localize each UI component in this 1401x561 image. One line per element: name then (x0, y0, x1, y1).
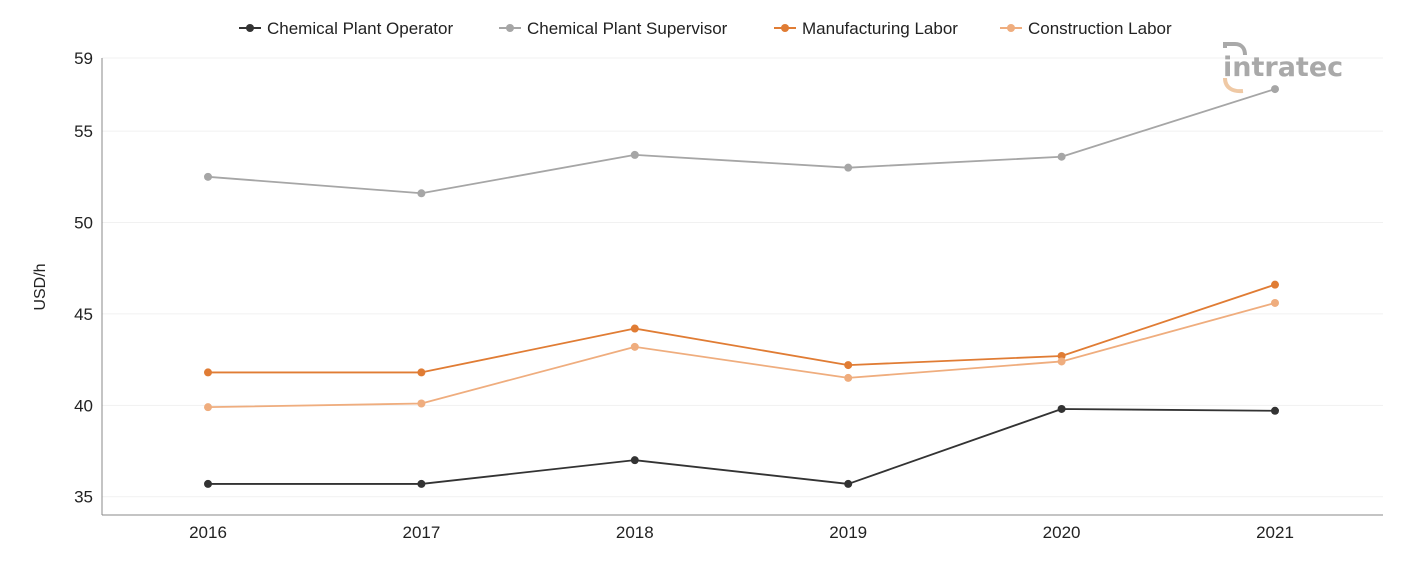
data-point (204, 172, 212, 181)
data-point (417, 479, 426, 488)
data-point (1057, 152, 1066, 161)
y-tick-label: 55 (74, 122, 93, 141)
legend-item: Manufacturing Labor (774, 19, 958, 38)
y-tick-label: 35 (74, 488, 93, 507)
x-tick-label: 2017 (402, 523, 440, 542)
data-point (1271, 406, 1279, 415)
data-point (417, 189, 426, 198)
legend-item: Chemical Plant Supervisor (499, 19, 728, 38)
legend-label: Chemical Plant Operator (267, 19, 453, 38)
x-tick-label: 2019 (829, 523, 867, 542)
series-group (204, 85, 1279, 198)
legend-marker-icon (781, 24, 789, 32)
legend-item: Construction Labor (1000, 19, 1172, 38)
y-tick-label: 45 (74, 305, 93, 324)
legend-marker-icon (246, 24, 254, 32)
data-point (204, 403, 212, 412)
data-point (1271, 298, 1279, 307)
legend-marker-icon (1007, 24, 1015, 32)
series-group (204, 404, 1279, 488)
y-axis-title: USD/h (32, 263, 49, 310)
x-tick-label: 2016 (189, 523, 227, 542)
legend-label: Manufacturing Labor (802, 19, 958, 38)
data-point (1057, 351, 1066, 360)
y-tick-label: 40 (74, 396, 93, 415)
series-group (204, 280, 1279, 377)
data-point (844, 361, 853, 370)
legend-marker-icon (506, 24, 514, 32)
logo-text: intratec (1223, 52, 1343, 83)
data-point (1271, 85, 1279, 94)
data-point (630, 150, 639, 159)
y-tick-labels: 35 40 45 50 55 59 (74, 49, 93, 507)
data-point (1271, 280, 1279, 289)
x-tick-label: 2020 (1043, 523, 1081, 542)
grid (102, 57, 1383, 498)
series-line (208, 408, 1276, 485)
data-point (844, 479, 853, 488)
series-line (207, 302, 1276, 409)
series-line (208, 283, 1276, 374)
y-tick-label: 59 (74, 49, 93, 68)
data-point (630, 456, 639, 465)
series (204, 85, 1279, 488)
data-point (844, 163, 853, 172)
data-point (844, 373, 853, 382)
legend: Chemical Plant Operator Chemical Plant Su… (239, 19, 1172, 38)
x-tick-labels: 2016 2017 2018 2019 2020 2021 (189, 523, 1294, 542)
data-point (1057, 357, 1066, 366)
data-point (204, 368, 212, 377)
legend-item: Chemical Plant Operator (239, 19, 453, 38)
x-tick-label: 2018 (616, 523, 654, 542)
series-line (207, 88, 1276, 195)
logo-swirl-top-icon (1223, 42, 1247, 56)
logo-swirl-bottom-icon (1223, 77, 1244, 94)
data-point (1057, 404, 1066, 413)
y-tick-label: 50 (74, 214, 93, 233)
data-point (417, 368, 426, 377)
intratec-logo: intratec (1223, 42, 1343, 94)
data-point (204, 479, 212, 488)
legend-label: Construction Labor (1028, 19, 1172, 38)
x-tick-label: 2021 (1256, 523, 1294, 542)
legend-label: Chemical Plant Supervisor (527, 19, 728, 38)
series-group (204, 298, 1279, 412)
axes (101, 58, 1383, 516)
data-point (630, 324, 639, 333)
data-point (630, 342, 639, 351)
data-point (417, 399, 426, 408)
